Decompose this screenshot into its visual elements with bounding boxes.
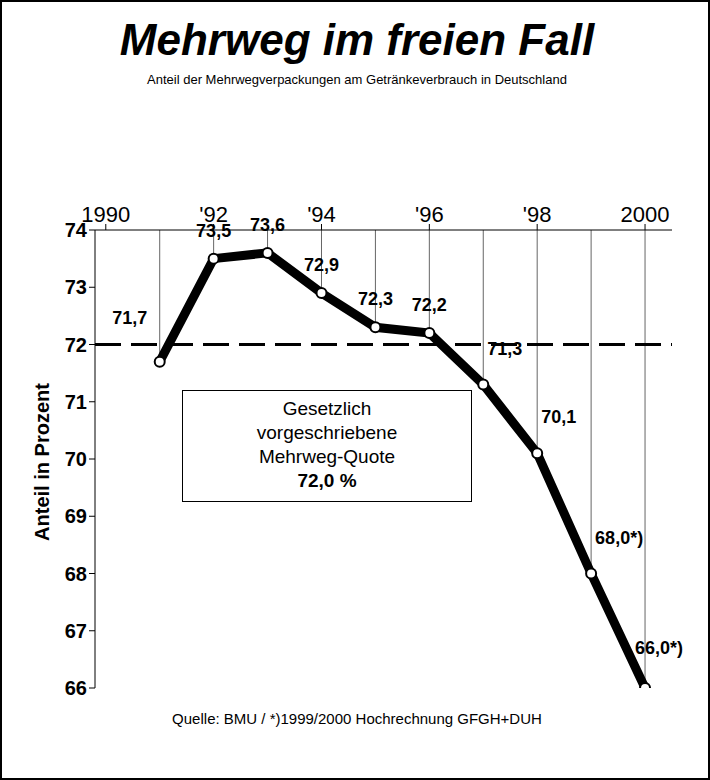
svg-text:2000: 2000 — [621, 202, 670, 227]
html-text:Mehrweg im freien Fall: Mehrweg im freien Fall — [119, 15, 595, 64]
svg-text:68: 68 — [65, 563, 87, 585]
svg-text:72,3: 72,3 — [358, 289, 393, 309]
html-text:Anteil in Prozent: Anteil in Prozent — [30, 383, 53, 541]
svg-text:74: 74 — [65, 219, 88, 241]
svg-text:69: 69 — [65, 505, 87, 527]
svg-text:72: 72 — [65, 334, 87, 356]
svg-text:68,0*): 68,0*) — [595, 528, 643, 548]
svg-text:'94: '94 — [307, 202, 336, 227]
html-text:72,0 %: 72,0 % — [297, 470, 357, 491]
svg-text:66: 66 — [65, 677, 87, 699]
svg-text:72,9: 72,9 — [304, 255, 339, 275]
svg-text:'96: '96 — [415, 202, 444, 227]
html-text:Quelle: BMU / *)1999/2000 Hoch: Quelle: BMU / *)1999/2000 Hochrechnung G… — [172, 710, 542, 727]
svg-text:67: 67 — [65, 620, 87, 642]
html-text:Anteil der Mehrwegverpackungen: Anteil der Mehrwegverpackungen am Geträn… — [147, 72, 567, 87]
svg-text:71,7: 71,7 — [112, 308, 147, 328]
svg-text:73,6: 73,6 — [250, 215, 285, 235]
svg-text:73: 73 — [65, 276, 87, 298]
svg-text:70: 70 — [65, 448, 87, 470]
svg-text:72,2: 72,2 — [412, 295, 447, 315]
svg-text:1990: 1990 — [81, 202, 130, 227]
svg-text:71,3: 71,3 — [487, 339, 522, 359]
svg-text:'98: '98 — [523, 202, 552, 227]
svg-text:66,0*): 66,0*) — [635, 638, 683, 658]
svg-text:73,5: 73,5 — [196, 221, 231, 241]
html-text:Gesetzlich: Gesetzlich — [282, 398, 372, 419]
html-text:vorgeschriebene: vorgeschriebene — [256, 422, 398, 443]
svg-text:70,1: 70,1 — [541, 407, 576, 427]
svg-text:'92: '92 — [199, 202, 228, 227]
html-text:Mehrweg-Quote: Mehrweg-Quote — [258, 446, 396, 467]
svg-text:71: 71 — [65, 391, 87, 413]
